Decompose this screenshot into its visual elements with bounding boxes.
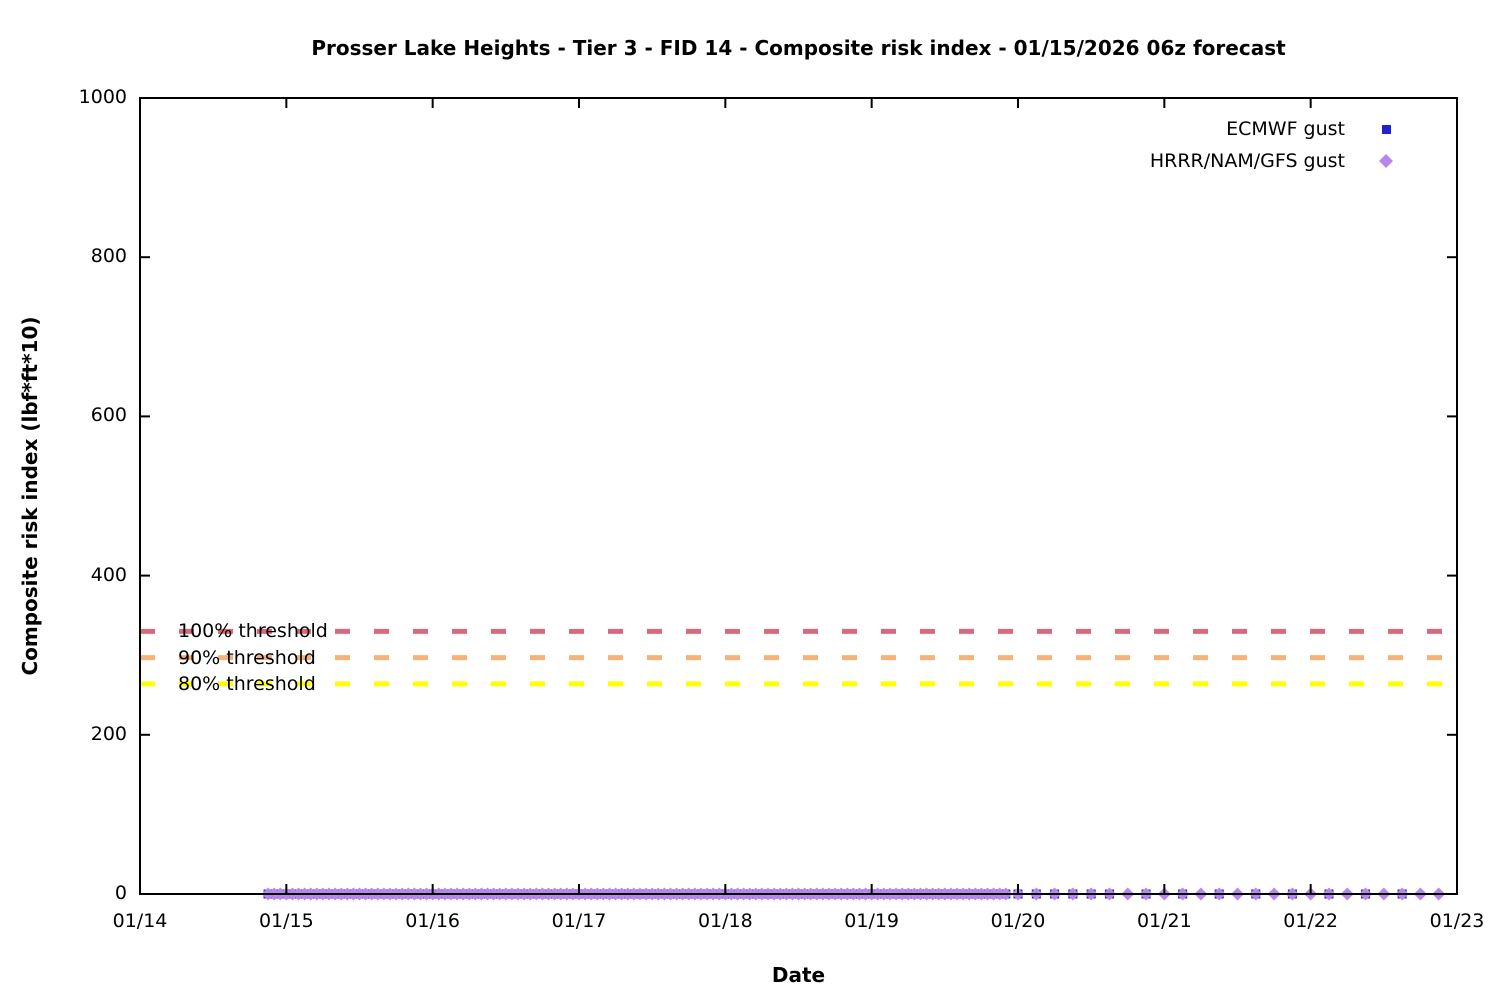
y-tick-label: 0 bbox=[114, 882, 127, 904]
x-tick-label: 01/18 bbox=[697, 910, 753, 932]
x-tick-label: 01/14 bbox=[112, 910, 168, 932]
diamond-marker-icon bbox=[1375, 150, 1397, 172]
y-axis-title: Composite risk index (lbf*ft*10) bbox=[18, 316, 42, 676]
x-tick-label: 01/17 bbox=[551, 910, 607, 932]
legend-item-hrrr-nam-gfs: HRRR/NAM/GFS gust bbox=[1000, 146, 1397, 176]
y-tick-label: 600 bbox=[90, 404, 127, 427]
x-tick-label: 01/19 bbox=[844, 910, 900, 932]
legend-item-ecmwf: ECMWF gust bbox=[1000, 114, 1397, 144]
plot-border bbox=[139, 97, 1458, 895]
chart-title: Prosser Lake Heights - Tier 3 - FID 14 -… bbox=[311, 36, 1286, 60]
x-tick-label: 01/21 bbox=[1136, 910, 1192, 932]
y-tick-label: 200 bbox=[90, 722, 127, 745]
x-tick-label: 01/16 bbox=[405, 910, 461, 932]
threshold-label-80: 80% threshold bbox=[178, 672, 316, 695]
y-tick-label: 800 bbox=[90, 245, 127, 268]
x-axis-title: Date bbox=[771, 963, 826, 987]
legend-label-hrrr-nam-gfs: HRRR/NAM/GFS gust bbox=[1149, 150, 1345, 172]
y-tick-label: 400 bbox=[90, 563, 127, 586]
x-tick-label: 01/20 bbox=[990, 910, 1046, 932]
legend-label-ecmwf: ECMWF gust bbox=[1226, 118, 1345, 140]
x-tick-label: 01/22 bbox=[1283, 910, 1339, 932]
threshold-label-90: 90% threshold bbox=[178, 646, 316, 669]
y-tick-label: 1000 bbox=[78, 86, 127, 108]
threshold-label-100: 100% threshold bbox=[178, 620, 328, 643]
x-tick-label: 01/23 bbox=[1429, 910, 1485, 932]
square-marker-icon bbox=[1375, 118, 1397, 140]
x-tick-label: 01/15 bbox=[258, 910, 314, 932]
